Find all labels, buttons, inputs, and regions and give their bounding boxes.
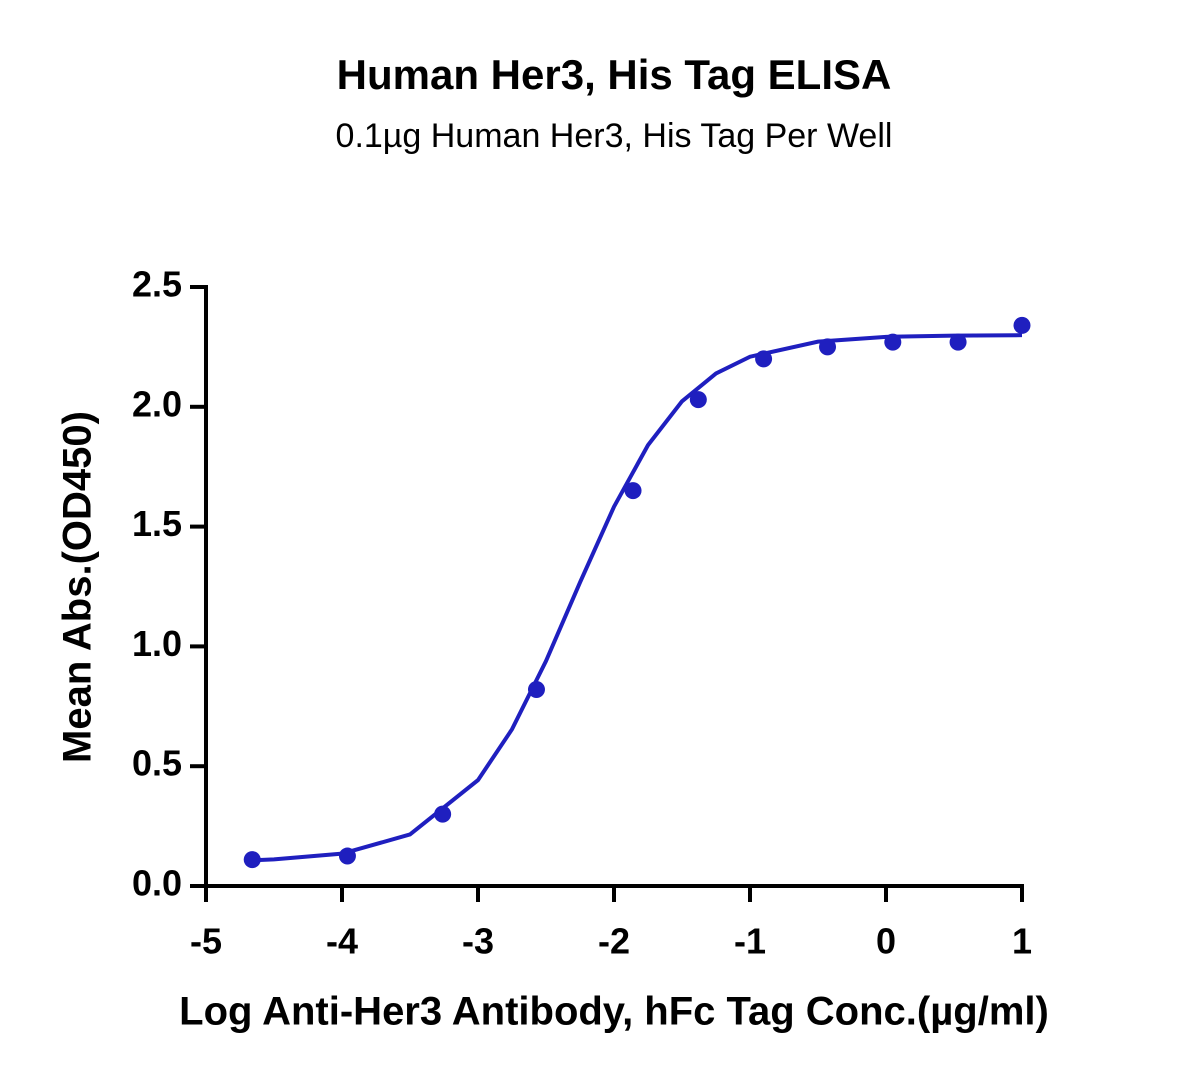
data-point (243, 851, 261, 869)
y-tick-label: 2.0 (132, 383, 182, 424)
y-tick-label: 1.5 (132, 503, 182, 544)
x-tick-label: -4 (326, 921, 358, 962)
data-point (434, 805, 452, 823)
fit-curve (252, 333, 1023, 863)
x-tick-label: -5 (190, 921, 222, 962)
y-tick-label: 2.5 (132, 264, 182, 305)
data-point (689, 391, 707, 409)
x-tick-label: 1 (1012, 921, 1032, 962)
data-point (755, 350, 773, 368)
data-point (338, 847, 356, 865)
data-point (527, 681, 545, 699)
data-point (819, 338, 837, 356)
x-tick-label: -2 (598, 921, 630, 962)
data-point (884, 333, 902, 351)
x-tick-label: -3 (462, 921, 494, 962)
y-tick-label: 0.0 (132, 863, 182, 904)
x-tick-label: 0 (876, 921, 896, 962)
chart-title: Human Her3, His Tag ELISA (337, 51, 892, 98)
chart-subtitle: 0.1µg Human Her3, His Tag Per Well (336, 117, 893, 155)
x-axis-label: Log Anti-Her3 Antibody, hFc Tag Conc.(µg… (179, 990, 1049, 1034)
y-axis-label: Mean Abs.(OD450) (56, 411, 100, 763)
data-point (1013, 316, 1031, 334)
data-point (949, 333, 967, 351)
data-point (624, 482, 642, 500)
y-tick-label: 0.5 (132, 743, 182, 784)
y-tick-label: 1.0 (132, 623, 182, 664)
x-tick-label: -1 (734, 921, 766, 962)
